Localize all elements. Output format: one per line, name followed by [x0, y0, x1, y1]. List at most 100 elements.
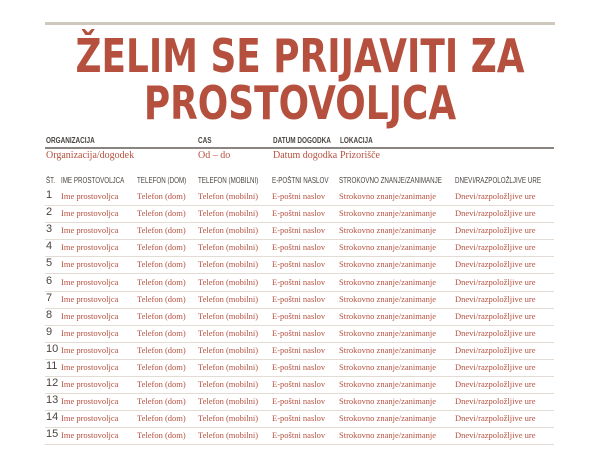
name-cell[interactable]: Ime prostovoljca [61, 242, 119, 253]
email-cell[interactable]: E-poštni naslov [272, 225, 326, 236]
skills-cell[interactable]: Strokovno znanje/zanimanje [339, 396, 437, 407]
skills-cell[interactable]: Strokovno znanje/zanimanje [339, 208, 437, 219]
mobile-phone-cell[interactable]: Telefon (mobilni) [198, 276, 259, 287]
mobile-phone-cell[interactable]: Telefon (mobilni) [198, 208, 259, 219]
availability-cell[interactable]: Dnevi/razpoložljive ure [455, 191, 536, 201]
availability-cell[interactable]: Dnevi/razpoložljive ure [455, 293, 536, 304]
name-cell[interactable]: Ime prostovoljca [61, 310, 119, 321]
mobile-phone-cell[interactable]: Telefon (mobilni) [198, 362, 259, 372]
skills-cell[interactable]: Strokovno znanje/zanimanje [339, 430, 437, 441]
home-phone-cell[interactable]: Telefon (dom) [137, 327, 186, 338]
home-phone-cell[interactable]: Telefon (dom) [137, 259, 186, 270]
skills-cell[interactable]: Strokovno znanje/zanimanje [339, 242, 437, 253]
name-cell[interactable]: Ime prostovoljca [61, 191, 119, 201]
availability-cell[interactable]: Dnevi/razpoložljive ure [455, 344, 536, 355]
skills-cell[interactable]: Strokovno znanje/zanimanje [339, 225, 437, 236]
name-cell[interactable]: Ime prostovoljca [61, 293, 119, 304]
skills-cell[interactable]: Strokovno znanje/zanimanje [339, 259, 437, 270]
mobile-phone-cell[interactable]: Telefon (mobilni) [198, 191, 259, 201]
availability-cell[interactable]: Dnevi/razpoložljive ure [455, 430, 536, 441]
table-row: 13 Ime prostovoljca Telefon (dom) Telefon (… [45, 393, 554, 412]
skills-cell[interactable]: Strokovno znanje/zanimanje [339, 276, 437, 287]
name-cell[interactable]: Ime prostovoljca [61, 276, 119, 287]
home-phone-cell[interactable]: Telefon (dom) [137, 310, 186, 321]
email-cell[interactable]: E-poštni naslov [272, 191, 326, 201]
name-cell[interactable]: Ime prostovoljca [61, 430, 119, 441]
name-cell[interactable]: Ime prostovoljca [61, 396, 119, 407]
email-cell[interactable]: E-poštni naslov [272, 242, 326, 253]
availability-cell[interactable]: Dnevi/razpoložljive ure [455, 242, 536, 253]
home-phone-cell[interactable]: Telefon (dom) [137, 276, 186, 287]
availability-cell[interactable]: Dnevi/razpoložljive ure [455, 327, 536, 338]
availability-cell[interactable]: Dnevi/razpoložljive ure [455, 396, 536, 407]
email-cell[interactable]: E-poštni naslov [272, 430, 326, 441]
availability-cell[interactable]: Dnevi/razpoložljive ure [455, 362, 536, 372]
location-field[interactable]: Prizorišče [340, 150, 380, 161]
name-cell[interactable]: Ime prostovoljca [61, 344, 119, 355]
name-cell[interactable]: Ime prostovoljca [61, 208, 119, 219]
home-phone-cell[interactable]: Telefon (dom) [137, 225, 186, 236]
row-number: 4 [46, 240, 53, 253]
home-phone-cell[interactable]: Telefon (dom) [137, 396, 186, 407]
mobile-phone-cell[interactable]: Telefon (mobilni) [198, 344, 259, 355]
name-cell[interactable]: Ime prostovoljca [61, 362, 119, 372]
availability-cell[interactable]: Dnevi/razpoložljive ure [455, 208, 536, 219]
home-phone-cell[interactable]: Telefon (dom) [137, 242, 186, 253]
home-phone-cell[interactable]: Telefon (dom) [137, 208, 186, 219]
mobile-phone-cell[interactable]: Telefon (mobilni) [198, 293, 259, 304]
name-cell[interactable]: Ime prostovoljca [61, 259, 119, 270]
skills-cell[interactable]: Strokovno znanje/zanimanje [339, 310, 437, 321]
availability-cell[interactable]: Dnevi/razpoložljive ure [455, 379, 536, 390]
table-row: 4 Ime prostovoljca Telefon (dom) Telefon (m… [45, 239, 554, 258]
home-phone-cell[interactable]: Telefon (dom) [137, 379, 186, 390]
email-cell[interactable]: E-poštni naslov [272, 413, 326, 424]
email-cell[interactable]: E-poštni naslov [272, 276, 326, 287]
home-phone-cell[interactable]: Telefon (dom) [137, 191, 186, 201]
availability-cell[interactable]: Dnevi/razpoložljive ure [455, 276, 536, 287]
mobile-phone-cell[interactable]: Telefon (mobilni) [198, 396, 259, 407]
home-phone-cell[interactable]: Telefon (dom) [137, 430, 186, 441]
mobile-phone-cell[interactable]: Telefon (mobilni) [198, 379, 259, 390]
mobile-phone-cell[interactable]: Telefon (mobilni) [198, 430, 259, 441]
home-phone-cell[interactable]: Telefon (dom) [137, 413, 186, 424]
email-cell[interactable]: E-poštni naslov [272, 327, 326, 338]
home-phone-cell[interactable]: Telefon (dom) [137, 362, 186, 372]
name-cell[interactable]: Ime prostovoljca [61, 225, 119, 236]
mobile-phone-cell[interactable]: Telefon (mobilni) [198, 413, 259, 424]
availability-cell[interactable]: Dnevi/razpoložljive ure [455, 225, 536, 236]
email-cell[interactable]: E-poštni naslov [272, 310, 326, 321]
home-phone-cell[interactable]: Telefon (dom) [137, 344, 186, 355]
email-cell[interactable]: E-poštni naslov [272, 344, 326, 355]
skills-cell[interactable]: Strokovno znanje/zanimanje [339, 413, 437, 424]
skills-cell[interactable]: Strokovno znanje/zanimanje [339, 379, 437, 390]
availability-cell[interactable]: Dnevi/razpoložljive ure [455, 413, 536, 424]
email-cell[interactable]: E-poštni naslov [272, 293, 326, 304]
email-cell[interactable]: E-poštni naslov [272, 259, 326, 270]
table-row: 14 Ime prostovoljca Telefon (dom) Telefon (… [45, 410, 554, 429]
skills-cell[interactable]: Strokovno znanje/zanimanje [339, 327, 437, 338]
email-cell[interactable]: E-poštni naslov [272, 362, 326, 372]
email-cell[interactable]: E-poštni naslov [272, 396, 326, 407]
name-cell[interactable]: Ime prostovoljca [61, 379, 119, 390]
skills-cell[interactable]: Strokovno znanje/zanimanje [339, 362, 437, 372]
email-cell[interactable]: E-poštni naslov [272, 379, 326, 390]
organization-field[interactable]: Organizacija/dogodek [46, 150, 135, 161]
availability-cell[interactable]: Dnevi/razpoložljive ure [455, 259, 536, 270]
date-field[interactable]: Datum dogodka [273, 150, 338, 161]
name-cell[interactable]: Ime prostovoljca [61, 413, 119, 424]
availability-cell[interactable]: Dnevi/razpoložljive ure [455, 310, 536, 321]
home-phone-cell[interactable]: Telefon (dom) [137, 293, 186, 304]
page-title-line1: ŽELIM SE PRIJAVITI ZA [75, 29, 525, 83]
top-rule [45, 22, 555, 25]
skills-cell[interactable]: Strokovno znanje/zanimanje [339, 344, 437, 355]
skills-cell[interactable]: Strokovno znanje/zanimanje [339, 293, 437, 304]
mobile-phone-cell[interactable]: Telefon (mobilni) [198, 242, 259, 253]
mobile-phone-cell[interactable]: Telefon (mobilni) [198, 225, 259, 236]
name-cell[interactable]: Ime prostovoljca [61, 327, 119, 338]
mobile-phone-cell[interactable]: Telefon (mobilni) [198, 259, 259, 270]
skills-cell[interactable]: Strokovno znanje/zanimanje [339, 191, 437, 201]
email-cell[interactable]: E-poštni naslov [272, 208, 326, 219]
mobile-phone-cell[interactable]: Telefon (mobilni) [198, 310, 259, 321]
time-field[interactable]: Od – do [198, 150, 231, 161]
mobile-phone-cell[interactable]: Telefon (mobilni) [198, 327, 259, 338]
